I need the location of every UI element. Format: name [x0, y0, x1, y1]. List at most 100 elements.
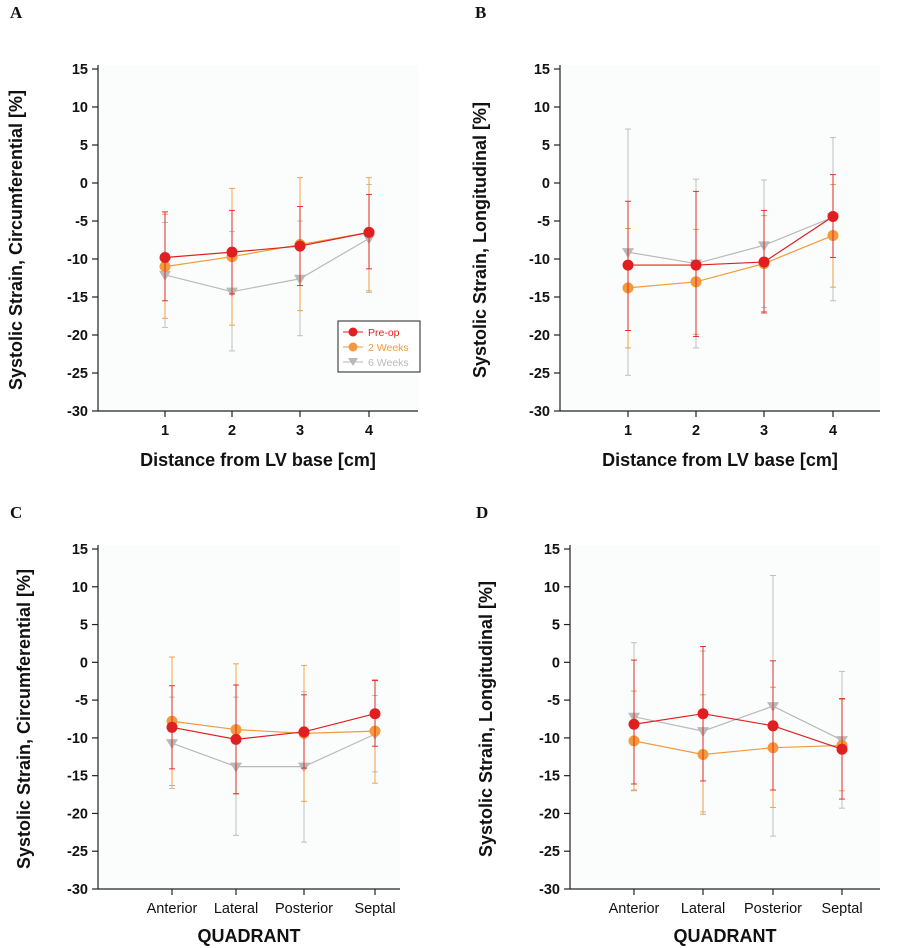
chart-panel-a: A 15 10 5 0 -5 -10 -15 -20 -25 -30 1 2 3 4 Distance fro… — [6, 3, 421, 470]
panel-letter: C — [10, 503, 22, 522]
series-line — [171, 713, 376, 741]
series-line — [633, 740, 843, 756]
chart-panel-c: C 15 10 5 0 -5 -10 -15 -20 -25 -30 Anterior Lateral P… — [10, 503, 400, 946]
y-tick-label: 0 — [552, 655, 560, 671]
legend-item-w6: 6 Weeks — [343, 357, 409, 369]
x-tick-label: 3 — [760, 423, 768, 439]
data-point — [690, 259, 702, 271]
y-tick-label: 5 — [542, 138, 550, 154]
x-tick-label: 3 — [296, 423, 304, 439]
legend-item-pre: Pre-op — [343, 327, 400, 339]
y-tick-label: 5 — [552, 618, 560, 634]
y-tick-label: 0 — [542, 176, 550, 192]
x-tick-label: Posterior — [744, 901, 802, 917]
y-tick-label: -15 — [529, 290, 550, 306]
data-point — [767, 720, 779, 732]
y-tick-label: 10 — [72, 100, 88, 116]
series-line — [164, 231, 370, 268]
x-tick-label: Anterior — [147, 901, 198, 917]
x-tick-label: 1 — [161, 423, 169, 439]
panel-letter: A — [10, 3, 23, 22]
chart-panel-d: D 15 10 5 0 -5 -10 -15 -20 -25 -30 Anterior Lateral P… — [476, 503, 880, 946]
data-point — [369, 708, 381, 720]
legend-label: 6 Weeks — [368, 357, 409, 369]
series-line — [633, 705, 843, 741]
y-tick-label: -5 — [75, 693, 88, 709]
legend-item-w2: 2 Weeks — [343, 342, 409, 354]
y-tick-label: -10 — [67, 731, 88, 747]
x-tick-label: Lateral — [681, 901, 725, 917]
y-tick-label: -10 — [67, 252, 88, 268]
y-tick-label: -5 — [537, 214, 550, 230]
x-tick-label: Posterior — [275, 901, 333, 917]
y-tick-label: -15 — [539, 769, 560, 785]
y-tick-label: 10 — [72, 580, 88, 596]
data-point — [159, 251, 171, 263]
series-line — [171, 720, 376, 734]
series-line — [164, 231, 370, 259]
y-tick-label: -20 — [539, 806, 560, 822]
series-line — [164, 237, 370, 293]
x-tick-label: Septal — [354, 901, 395, 917]
y-tick-label: -30 — [67, 404, 88, 420]
series-line — [627, 234, 834, 289]
data-point — [697, 708, 709, 720]
y-tick-label: -25 — [67, 366, 88, 382]
x-tick-label: Lateral — [214, 901, 258, 917]
series-pre — [166, 680, 381, 795]
y-tick-label: -5 — [75, 214, 88, 230]
x-tick-label: 2 — [692, 423, 700, 439]
series-line — [627, 216, 834, 265]
y-tick-label: -25 — [67, 844, 88, 860]
series-line — [628, 215, 834, 266]
x-axis-title: QUADRANT — [198, 926, 301, 946]
y-tick-label: -20 — [67, 806, 88, 822]
x-tick-label: 2 — [228, 423, 236, 439]
y-tick-label: 5 — [80, 618, 88, 634]
data-point — [363, 226, 375, 238]
x-tick-label: 4 — [829, 423, 837, 439]
chart-panel-b: B 15 10 5 0 -5 -10 -15 -20 -25 -30 1 2 3 4 Distance fro… — [470, 3, 880, 470]
y-axis-title: Systolic Strain, Longitudinal [%] — [470, 102, 490, 378]
y-tick-label: 15 — [72, 542, 88, 558]
series-line — [633, 713, 843, 750]
panel-letter: D — [476, 503, 488, 522]
y-tick-label: -5 — [547, 693, 560, 709]
series-pre — [628, 646, 848, 800]
data-point — [166, 721, 178, 733]
data-point — [836, 743, 848, 755]
y-tick-label: -30 — [67, 882, 88, 898]
data-point — [294, 240, 306, 252]
y-tick-label: 10 — [534, 100, 550, 116]
y-tick-label: 15 — [544, 542, 560, 558]
legend: Pre-op 2 Weeks 6 Weeks — [337, 320, 421, 373]
series-line — [171, 733, 376, 768]
x-tick-label: Anterior — [609, 901, 660, 917]
y-tick-label: -25 — [529, 366, 550, 382]
plot-area — [98, 545, 400, 889]
y-tick-label: 0 — [80, 655, 88, 671]
x-axis-title: Distance from LV base [cm] — [602, 450, 838, 470]
legend-label: 2 Weeks — [368, 342, 409, 354]
y-tick-label: -15 — [67, 290, 88, 306]
x-axis-title: QUADRANT — [674, 926, 777, 946]
y-tick-label: 5 — [80, 138, 88, 154]
y-axis-title: Systolic Strain, Circumferential [%] — [14, 569, 34, 869]
series-pre — [622, 174, 839, 337]
legend-marker — [348, 327, 358, 337]
data-point — [226, 246, 238, 258]
y-tick-label: 10 — [544, 580, 560, 596]
y-tick-label: 15 — [534, 62, 550, 78]
y-axis-title: Systolic Strain, Longitudinal [%] — [476, 581, 496, 857]
x-tick-label: 1 — [624, 423, 632, 439]
series-pre — [159, 193, 375, 302]
data-point — [230, 733, 242, 745]
data-point — [758, 256, 770, 268]
legend-marker — [348, 342, 358, 352]
data-point — [628, 718, 640, 730]
legend-marker — [348, 358, 358, 366]
y-tick-label: -30 — [539, 882, 560, 898]
data-point — [622, 259, 634, 271]
legend-label: Pre-op — [368, 327, 400, 339]
